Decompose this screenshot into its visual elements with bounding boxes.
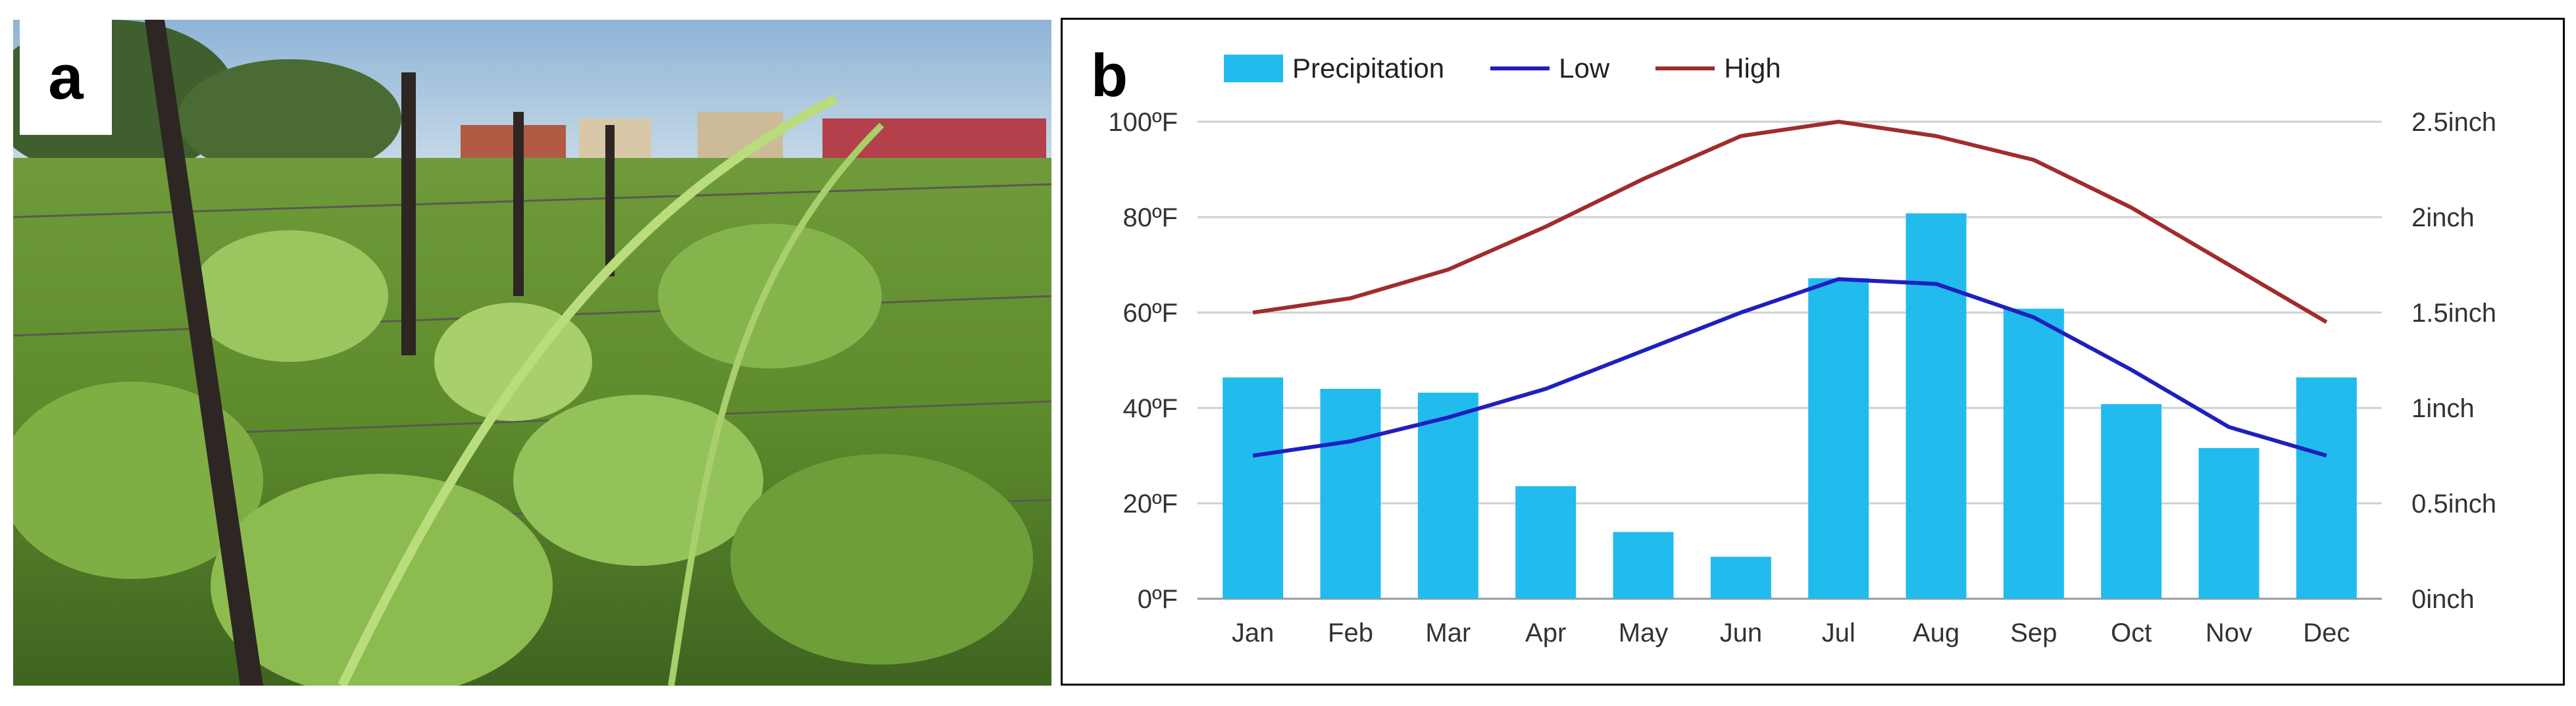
y-left-tick-label: 100ºF	[1108, 108, 1178, 137]
x-tick-label: Feb	[1328, 618, 1373, 647]
y-right-tick-label: 2inch	[2412, 203, 2475, 232]
high-temperature-line	[1252, 120, 2328, 324]
x-tick-label: Jan	[1232, 618, 1275, 647]
chart-plot: 0ºF 20ºF 40ºF 60ºF 80ºF 100ºF 0inch 0.5inch 1inc…	[1108, 108, 2496, 647]
legend-swatch-precipitation	[1224, 55, 1283, 82]
legend-swatch-high	[1655, 66, 1715, 70]
precipitation-bar	[1515, 486, 1577, 599]
y-left-tick-label: 60ºF	[1123, 299, 1178, 328]
precipitation-bar	[1808, 278, 1869, 599]
x-tick-label: Apr	[1525, 618, 1566, 647]
legend-item-precipitation: Precipitation	[1224, 53, 1444, 84]
legend-label-low: Low	[1559, 53, 1610, 84]
vineyard-photo	[13, 20, 1051, 686]
legend-item-low: Low	[1490, 53, 1609, 84]
x-tick-label: Jul	[1822, 618, 1856, 647]
x-tick-label: Oct	[2111, 618, 2152, 647]
x-tick-label: Jun	[1720, 618, 1763, 647]
precipitation-bar	[2101, 404, 2162, 599]
x-tick-label: Nov	[2206, 618, 2252, 647]
low-temperature-line	[1252, 277, 2327, 458]
legend-label-high: High	[1724, 53, 1781, 84]
panel-label-b: b	[1073, 33, 1146, 118]
y-left-tick-label: 20ºF	[1123, 490, 1178, 518]
precipitation-bar	[1223, 377, 1284, 599]
precipitation-bar	[2296, 377, 2357, 599]
x-tick-label: Sep	[2010, 618, 2057, 647]
legend-item-high: High	[1655, 53, 1781, 84]
precipitation-bar	[1320, 389, 1381, 599]
y-right-tick-label: 1inch	[2412, 394, 2475, 423]
panel-label-a: a	[20, 20, 112, 135]
x-tick-label: May	[1619, 618, 1669, 647]
y-left-tick-label: 80ºF	[1123, 203, 1178, 232]
precipitation-bar	[1613, 532, 1674, 599]
y-right-tick-label: 0inch	[2412, 585, 2475, 614]
trellis-posts	[145, 20, 615, 686]
legend-label-precipitation: Precipitation	[1292, 53, 1445, 84]
vine-shoot	[338, 94, 838, 686]
y-left-tick-label: 40ºF	[1123, 394, 1178, 423]
y-right-tick-label: 0.5inch	[2412, 490, 2496, 518]
x-tick-label: Dec	[2303, 618, 2350, 647]
chart-legend: Precipitation Low High	[1224, 53, 1827, 84]
y-right-tick-label: 1.5inch	[2412, 299, 2496, 328]
vineyard-photo-drawing	[13, 20, 1051, 686]
precipitation-bar	[2198, 447, 2260, 599]
precipitation-bar	[1417, 392, 1478, 599]
precipitation-bar	[2003, 309, 2064, 599]
y-right-tick-label: 2.5inch	[2412, 108, 2496, 137]
x-tick-label: Mar	[1425, 618, 1471, 647]
y-left-tick-label: 0ºF	[1138, 585, 1178, 614]
vine-shoot	[668, 122, 884, 686]
precipitation-bar	[1906, 213, 1967, 599]
x-tick-label: Aug	[1913, 618, 1959, 647]
climate-chart-panel: b Precipitation Low High 0ºF 20ºF 40ºF 60ºF…	[1061, 18, 2565, 686]
precipitation-bar	[1710, 557, 1771, 599]
legend-swatch-low	[1490, 66, 1550, 70]
